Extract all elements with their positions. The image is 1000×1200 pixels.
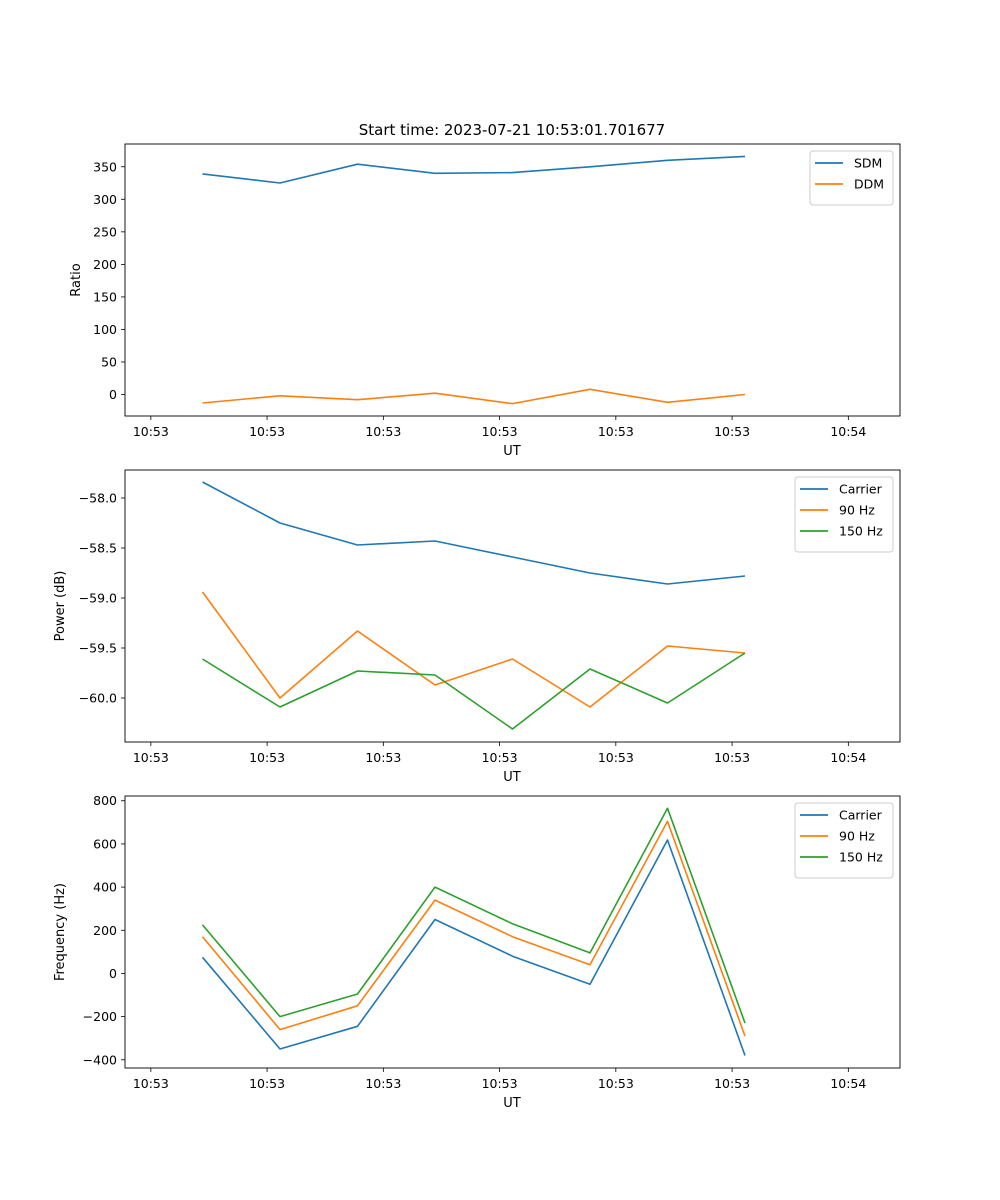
x-tick-label: 10:53 xyxy=(249,424,285,439)
x-tick-label: 10:53 xyxy=(365,1076,401,1091)
y-tick-label: 250 xyxy=(93,224,117,239)
x-axis-label: UT xyxy=(503,444,521,459)
legend-box xyxy=(794,476,894,553)
legend-label: 150 Hz xyxy=(839,850,883,865)
y-axis-label: Ratio xyxy=(69,263,84,296)
legend-label: SDM xyxy=(854,156,882,171)
series-line-150-hz xyxy=(202,652,746,730)
x-tick-label: 10:53 xyxy=(714,750,750,765)
legend-box xyxy=(794,802,894,879)
axes-frame xyxy=(124,795,901,1069)
y-tick-label: −59.0 xyxy=(79,591,117,606)
legend: SDM DDM xyxy=(809,150,894,206)
y-tick-label: −60.0 xyxy=(79,691,117,706)
legend: Carrier 90 Hz 150 Hz xyxy=(794,476,894,553)
chart-1: 10:53 10:53 10:53 10:53 10:53 10:53 10:54 0 50 10… xyxy=(69,143,901,459)
y-tick-label: −400 xyxy=(83,1052,117,1067)
y-tick-label: −200 xyxy=(83,1009,117,1024)
y-tick-label: 800 xyxy=(93,793,117,808)
x-tick-label: 10:53 xyxy=(598,424,634,439)
chart-2: 10:53 10:53 10:53 10:53 10:53 10:53 10:54 −58.0… xyxy=(53,469,901,785)
x-tick-label: 10:53 xyxy=(249,750,285,765)
y-tick-label: 400 xyxy=(93,880,117,895)
series-line-carrier xyxy=(202,481,746,585)
y-tick-label: 50 xyxy=(101,354,117,369)
legend-label: Carrier xyxy=(839,482,883,497)
x-tick-label: 10:54 xyxy=(830,1076,866,1091)
x-tick-label: 10:53 xyxy=(482,750,518,765)
y-tick-label: 100 xyxy=(93,322,117,337)
x-tick-label: 10:53 xyxy=(714,424,750,439)
legend-label: DDM xyxy=(854,177,884,192)
x-tick-label: 10:53 xyxy=(482,1076,518,1091)
series-line-carrier xyxy=(201,839,746,1056)
x-tick-label: 10:53 xyxy=(482,424,518,439)
x-tick-label: 10:53 xyxy=(714,1076,750,1091)
legend-label: 150 Hz xyxy=(839,524,883,539)
x-tick-label: 10:53 xyxy=(598,750,634,765)
y-tick-label: −59.5 xyxy=(79,641,117,656)
series-line-90-hz xyxy=(201,591,746,708)
y-tick-label: 350 xyxy=(93,159,117,174)
y-tick-label: 150 xyxy=(93,289,117,304)
x-tick-label: 10:54 xyxy=(830,750,866,765)
legend-label: Carrier xyxy=(839,808,883,823)
y-tick-label: 300 xyxy=(93,192,117,207)
x-axis-label: UT xyxy=(503,770,521,785)
x-tick-label: 10:53 xyxy=(133,1076,169,1091)
x-tick-label: 10:53 xyxy=(133,424,169,439)
chart-3: 10:53 10:53 10:53 10:53 10:53 10:53 10:54 −400 −… xyxy=(53,793,901,1111)
legend-label: 90 Hz xyxy=(839,829,875,844)
x-tick-label: 10:53 xyxy=(133,750,169,765)
series-line-sdm xyxy=(202,155,746,184)
y-tick-label: 200 xyxy=(93,257,117,272)
x-tick-label: 10:53 xyxy=(249,1076,285,1091)
figure-title: Start time: 2023-07-21 10:53:01.701677 xyxy=(359,121,665,139)
y-tick-label: −58.5 xyxy=(79,541,117,556)
y-tick-label: 200 xyxy=(93,923,117,938)
legend-label: 90 Hz xyxy=(839,503,875,518)
x-axis-label: UT xyxy=(503,1096,521,1111)
x-tick-label: 10:53 xyxy=(365,424,401,439)
series-line-90-hz xyxy=(201,820,746,1037)
axes-frame xyxy=(124,469,901,743)
x-tick-label: 10:53 xyxy=(598,1076,634,1091)
series-line-ddm xyxy=(202,388,746,405)
x-tick-label: 10:53 xyxy=(365,750,401,765)
legend-box xyxy=(809,150,894,206)
axes-frame xyxy=(124,143,901,417)
y-tick-label: 0 xyxy=(109,966,117,981)
y-axis-label: Frequency (Hz) xyxy=(53,883,68,981)
series-line-150-hz xyxy=(201,807,746,1024)
x-tick-label: 10:54 xyxy=(830,424,866,439)
y-tick-label: −58.0 xyxy=(79,491,117,506)
y-tick-label: 0 xyxy=(109,387,117,402)
y-tick-label: 600 xyxy=(93,836,117,851)
legend: Carrier 90 Hz 150 Hz xyxy=(794,802,894,879)
y-axis-label: Power (dB) xyxy=(53,571,68,642)
